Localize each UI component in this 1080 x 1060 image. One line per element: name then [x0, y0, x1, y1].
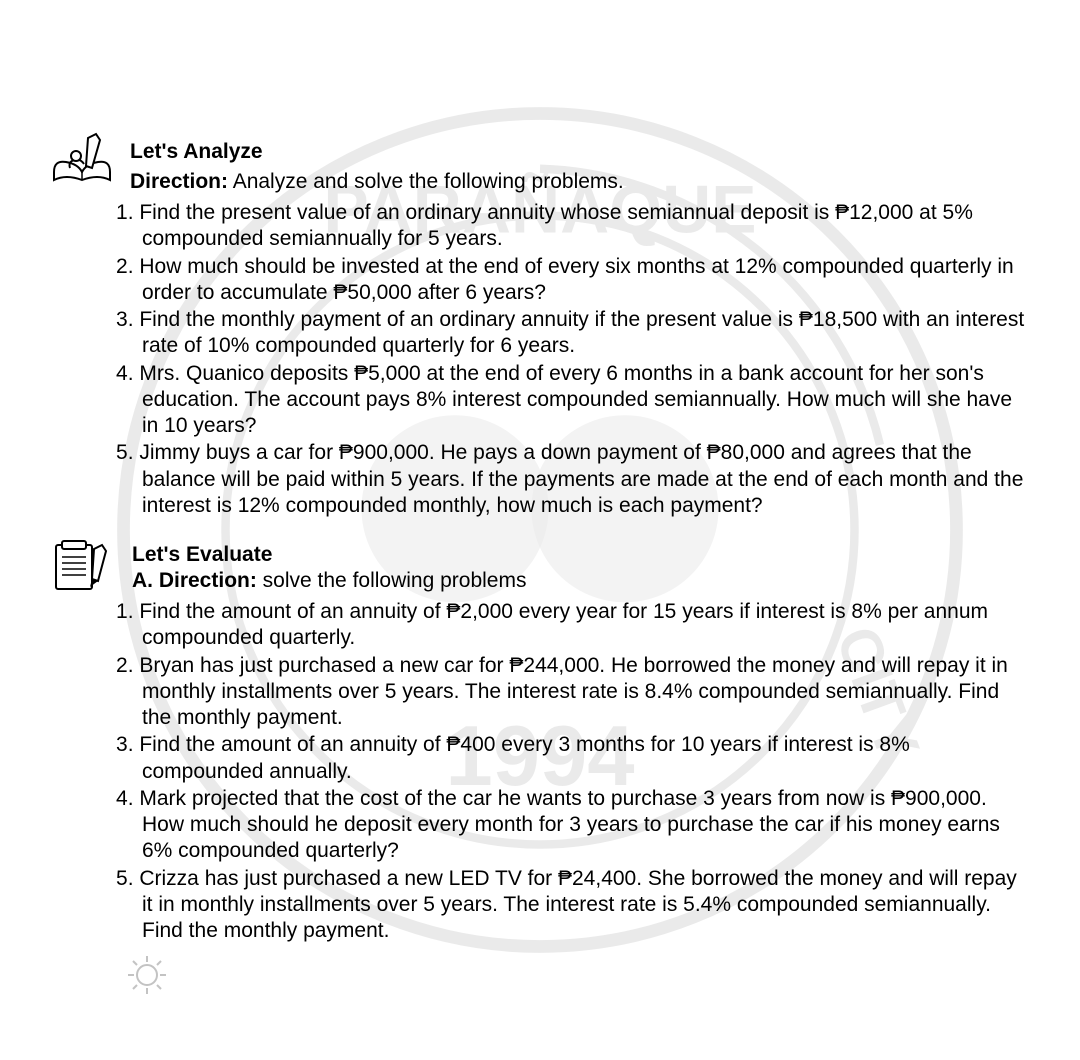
analyze-direction: Direction: Analyze and solve the followi… [130, 170, 1030, 194]
list-item: Find the present value of an ordinary an… [50, 200, 1030, 253]
sub-direction-text: solve the following problems [257, 569, 527, 592]
evaluate-list: Find the amount of an annuity of ₱2,000 … [50, 599, 1030, 944]
evaluate-title: Let's Evaluate [132, 543, 1030, 567]
direction-text: Analyze and solve the following problems… [228, 170, 624, 193]
evaluate-header: Let's Evaluate A. Direction: solve the f… [50, 537, 1030, 595]
list-item: Find the amount of an annuity of ₱2,000 … [50, 599, 1030, 652]
book-pencil-icon [50, 130, 118, 190]
list-item: Crizza has just purchased a new LED TV f… [50, 866, 1030, 945]
sun-icon [126, 954, 168, 996]
list-item: Jimmy buys a car for ₱900,000. He pays a… [50, 440, 1030, 519]
checklist-pencil-icon [50, 537, 120, 593]
evaluate-direction: A. Direction: solve the following proble… [132, 569, 1030, 593]
list-item: Find the amount of an annuity of ₱400 ev… [50, 732, 1030, 785]
page-content: Let's Analyze Direction: Analyze and sol… [0, 0, 1080, 1036]
analyze-list: Find the present value of an ordinary an… [50, 200, 1030, 519]
list-item: Mark projected that the cost of the car … [50, 786, 1030, 865]
analyze-title: Let's Analyze [130, 140, 1030, 164]
list-item: How much should be invested at the end o… [50, 254, 1030, 307]
list-item: Bryan has just purchased a new car for ₱… [50, 653, 1030, 732]
direction-label: Direction: [130, 170, 228, 193]
list-item: Mrs. Quanico deposits ₱5,000 at the end … [50, 361, 1030, 440]
list-item: Find the monthly payment of an ordinary … [50, 307, 1030, 360]
sub-direction-label: A. Direction: [132, 569, 257, 592]
analyze-header: Let's Analyze Direction: Analyze and sol… [50, 130, 1030, 196]
